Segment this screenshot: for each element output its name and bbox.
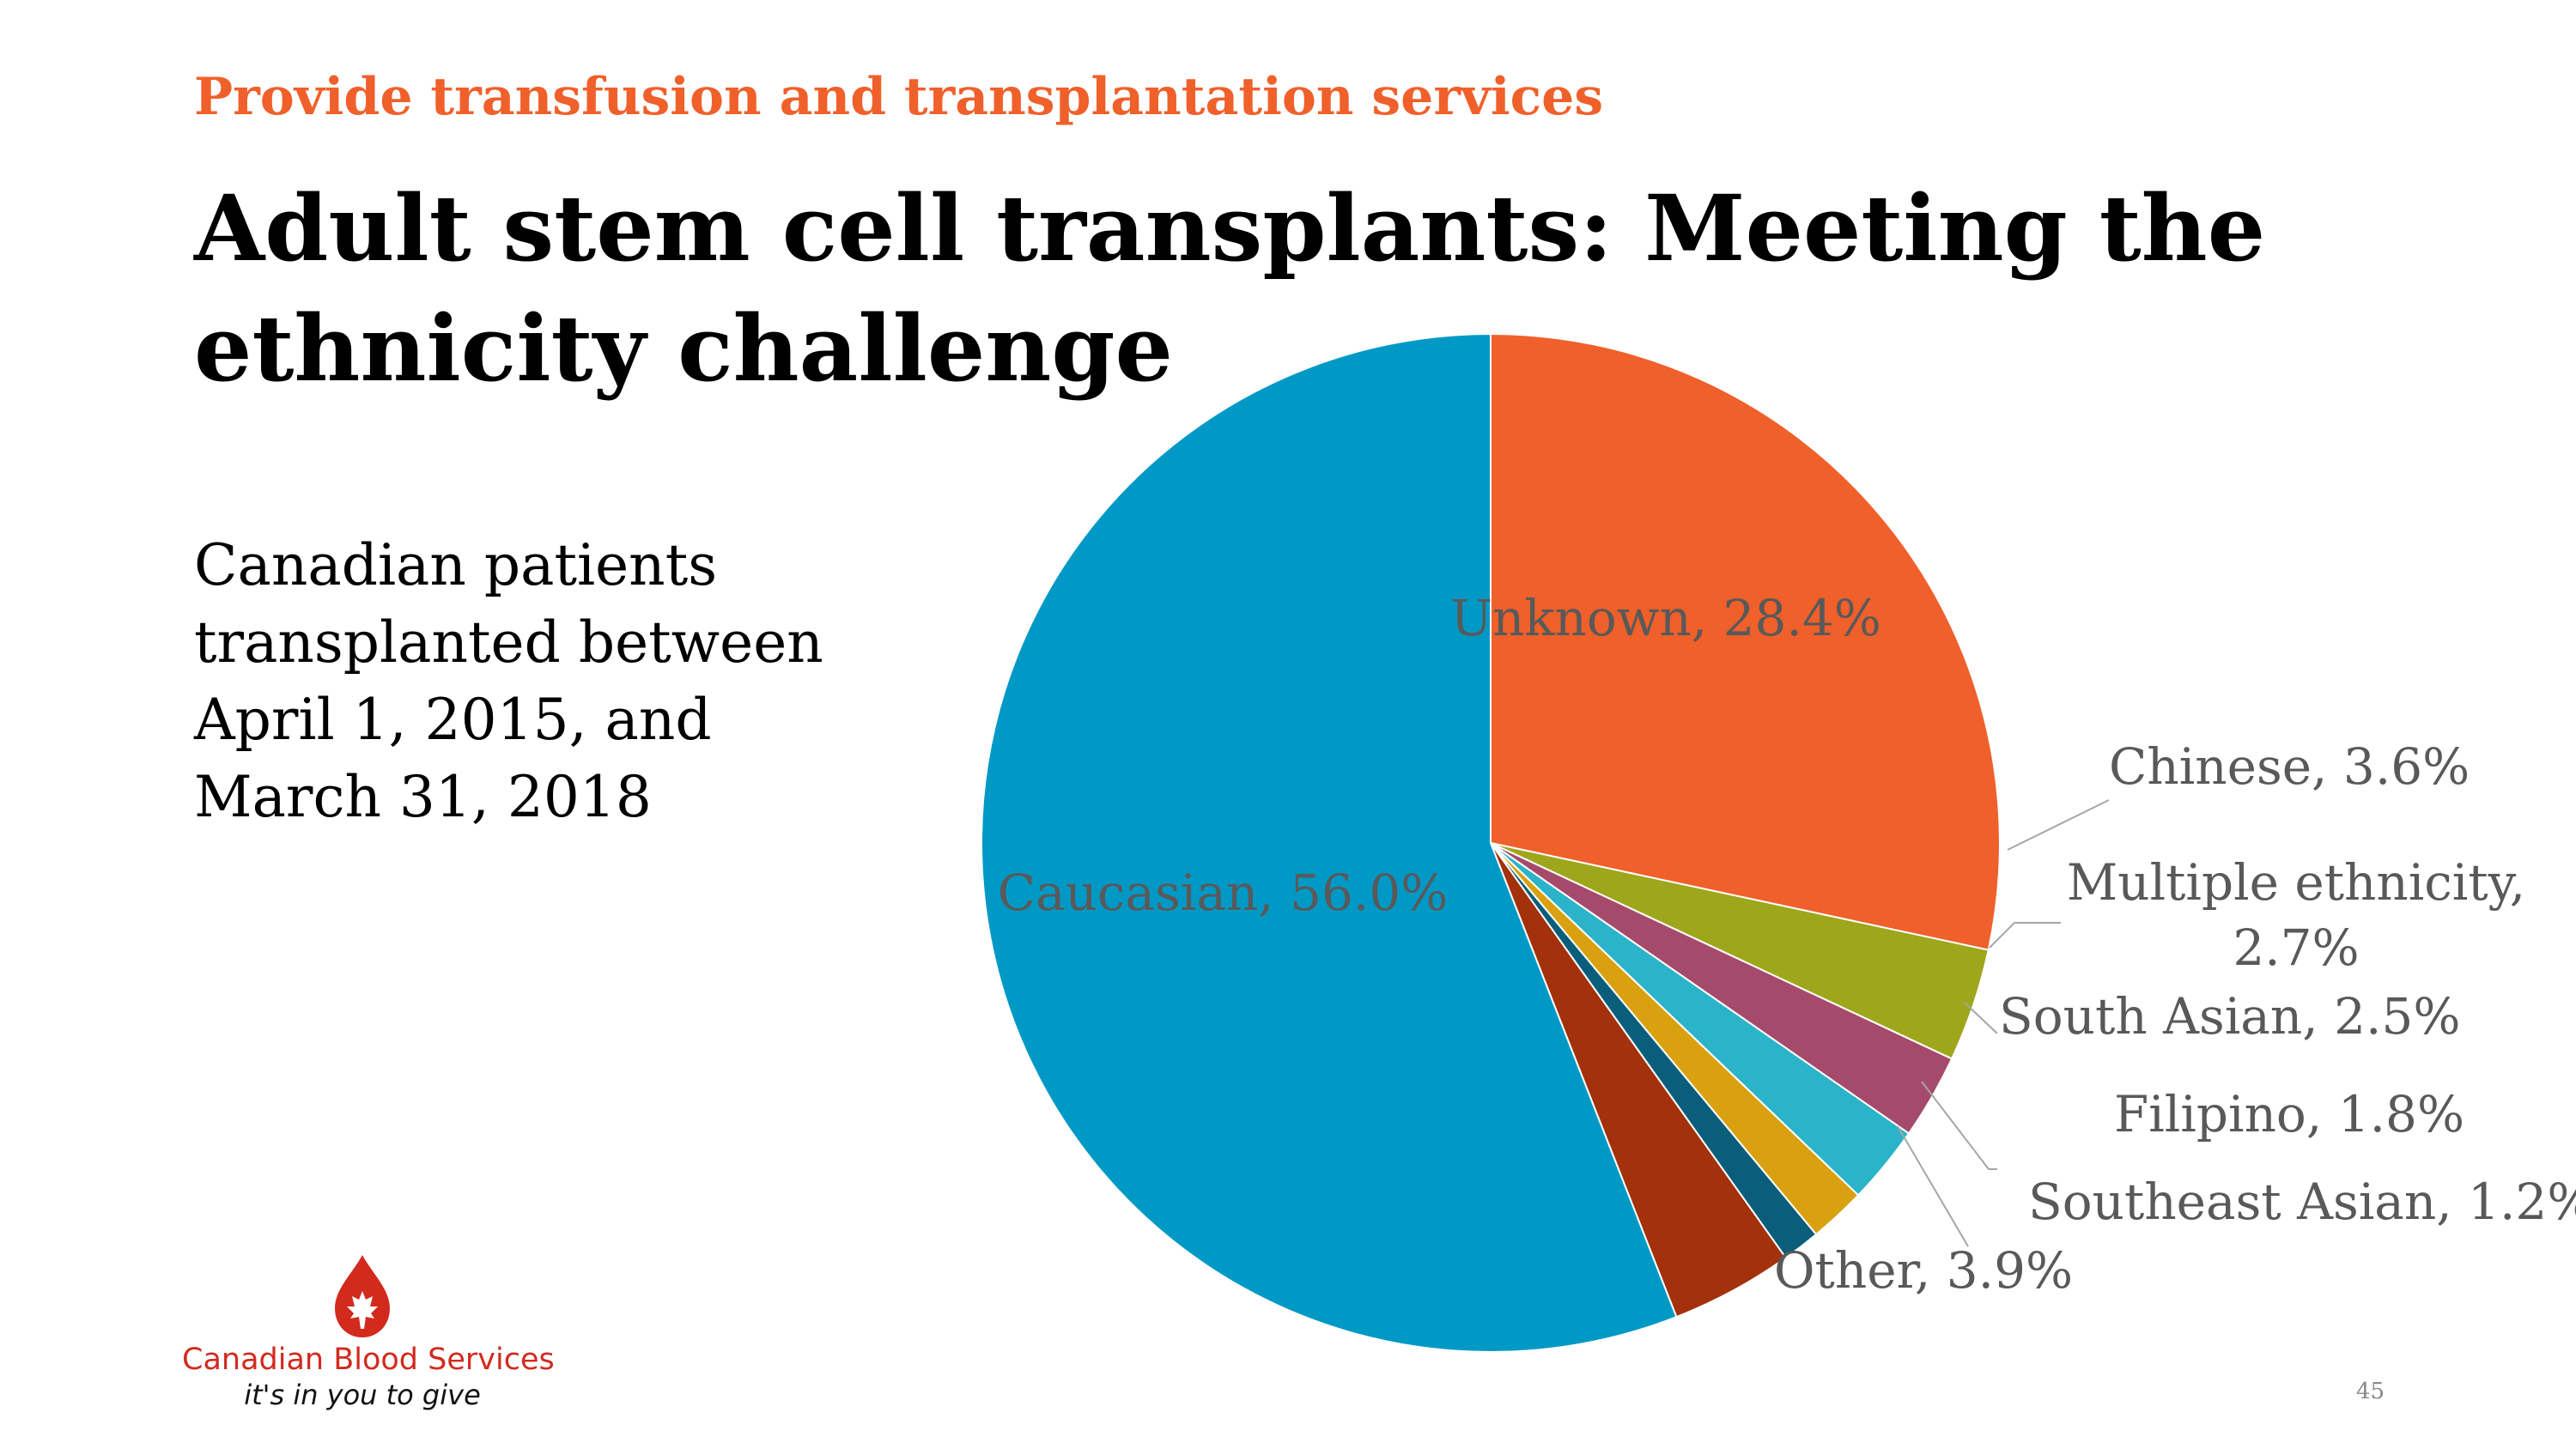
leader-line-chinese: [2007, 799, 2110, 851]
data-label-other: Other, 3.9%: [1774, 1241, 2073, 1300]
logo-tagline: it's in you to give: [244, 1379, 481, 1411]
logo: Canadian Blood Services it's in you to g…: [182, 1253, 555, 1411]
data-label-southeast-asian: Southeast Asian, 1.2%: [2028, 1173, 2576, 1231]
logo-name: Canadian Blood Services: [182, 1343, 555, 1377]
pie-slice-caucasian: [980, 332, 1678, 1353]
blood-drop-maple-leaf-icon: [335, 1255, 390, 1337]
data-label-filipino: Filipino, 1.8%: [2114, 1085, 2464, 1143]
pie-slice-unknown: [1490, 332, 2001, 951]
leader-line-southeast-asian: [1897, 1125, 1969, 1247]
slide-subtitle: Canadian patients transplanted between A…: [194, 532, 823, 830]
slide-title: Adult stem cell transplants: Meeting the…: [194, 174, 2266, 402]
data-label-south-asian: South Asian, 2.5%: [1999, 987, 2460, 1046]
data-label-chinese: Chinese, 3.6%: [2109, 737, 2470, 796]
section-title: Provide transfusion and transplantation …: [194, 67, 1604, 127]
data-label-multiple-ethnicity: Multiple ethnicity, 2.7%: [2067, 853, 2525, 977]
leader-line-filipino: [1921, 1081, 1997, 1170]
data-label-caucasian: Caucasian, 56.0%: [998, 864, 1449, 922]
data-label-unknown: Unknown, 28.4%: [1450, 589, 1881, 647]
leader-line-multiple-ethnicity: [1989, 922, 2061, 949]
page-number: 45: [2356, 1379, 2385, 1404]
leader-line-south-asian: [1964, 1002, 1998, 1034]
